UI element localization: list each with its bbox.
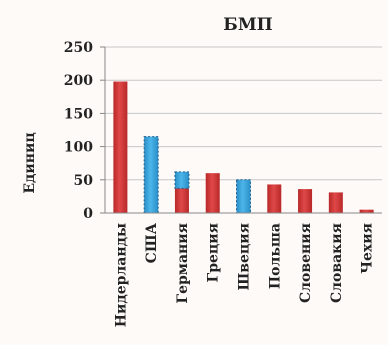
bar (267, 184, 282, 213)
x-category-label: Греция (206, 223, 222, 282)
y-axis-ticks: 0 50 100 150 200 250 (64, 40, 105, 222)
x-category-label: Нидерланды (113, 223, 129, 327)
y-tick-label: 0 (83, 206, 93, 222)
y-tick-label: 150 (64, 106, 93, 122)
x-category-label: Польша (267, 223, 283, 289)
bar (113, 81, 128, 213)
bar (174, 171, 190, 189)
category-labels: Нидерланды США Германия Греция Швеция Польша С… (113, 222, 375, 327)
x-category-label: Словакия (329, 223, 345, 303)
y-tick-label: 200 (64, 73, 93, 89)
x-category-label: США (144, 222, 160, 263)
y-tick-label: 100 (64, 140, 93, 156)
bar (236, 179, 251, 214)
x-category-label: Германия (175, 223, 191, 304)
bar (298, 189, 313, 213)
bar (205, 173, 220, 213)
bar (328, 192, 343, 213)
bar (359, 209, 374, 213)
bar (143, 136, 159, 214)
y-tick-label: 250 (64, 40, 93, 56)
x-category-label: Швеция (237, 223, 253, 290)
y-tick-label: 50 (74, 173, 94, 189)
bar (174, 188, 189, 213)
y-axis-label: Единиц (22, 132, 38, 193)
x-category-label: Словения (298, 223, 314, 303)
bars (113, 81, 374, 214)
x-category-label: Чехия (360, 223, 376, 274)
chart-title: БМП (223, 15, 272, 35)
